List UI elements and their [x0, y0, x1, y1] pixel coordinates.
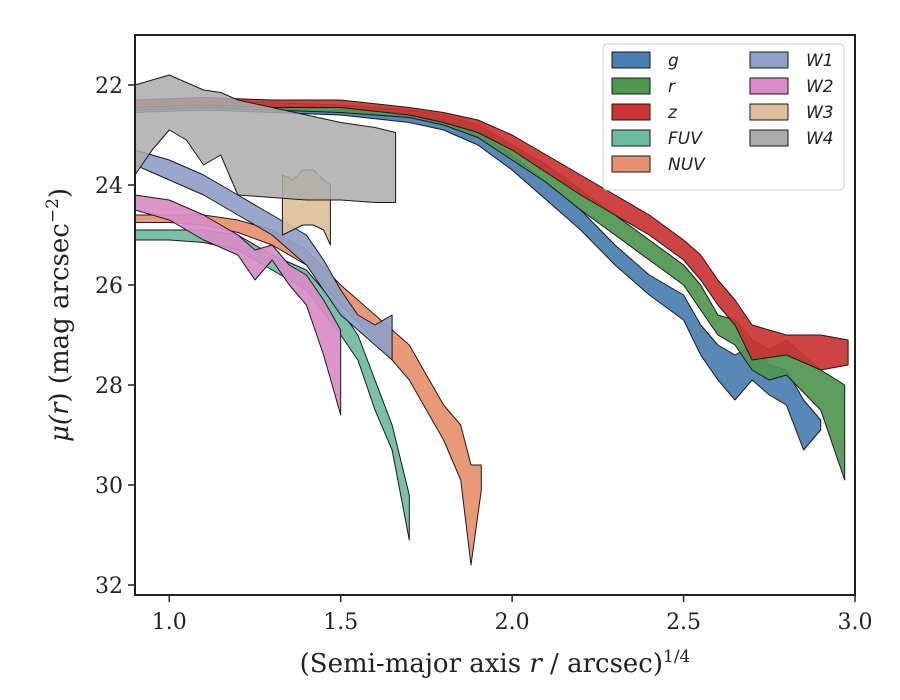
legend-swatch-fuv: [611, 129, 651, 147]
legend-label-w1: W1: [806, 51, 834, 71]
band-w1: [134, 149, 393, 361]
band-z: [134, 97, 849, 371]
legend-label-g: g: [668, 51, 679, 71]
legend-label-fuv: FUV: [668, 129, 703, 149]
y-tick-label: 22: [95, 74, 123, 99]
legend-swatch-g: [611, 51, 651, 69]
legend-swatch-r: [611, 77, 651, 95]
legend: grz FUV NUV W1 W2 W3 W4: [602, 43, 845, 191]
legend-label-z: z: [667, 103, 678, 123]
legend-label-r: r: [668, 77, 676, 97]
x-tick-label: 2.5: [666, 610, 701, 635]
legend-swatch-w3: [749, 103, 789, 121]
x-tick-label: 3.0: [838, 610, 873, 635]
legend-swatch-w1: [749, 51, 789, 69]
band-w4: [134, 74, 397, 203]
legend-swatch-w2: [749, 77, 789, 95]
y-tick-label: 30: [95, 474, 123, 499]
legend-label-nuv: NUV: [668, 155, 706, 175]
series-layer: [134, 74, 849, 566]
legend-swatch-w4: [749, 129, 789, 147]
legend-swatch-z: [611, 103, 651, 121]
ticks-layer: 1.0 1.5 2.0 2.5 3.0 22 24 26 28 30 32: [95, 74, 873, 635]
band-w2: [134, 194, 342, 416]
legend-label-w2: W2: [806, 77, 834, 97]
y-axis-label: μ(r) (mag arcsec−2): [43, 188, 75, 442]
legend-label-w4: W4: [806, 129, 834, 149]
y-tick-label: 24: [95, 174, 123, 199]
x-tick-label: 1.0: [152, 610, 187, 635]
y-tick-label: 32: [95, 574, 123, 599]
legend-label-w3: W3: [806, 103, 834, 123]
y-tick-label: 28: [95, 374, 123, 399]
legend-swatch-nuv: [611, 155, 651, 173]
x-tick-label: 1.5: [323, 610, 358, 635]
y-tick-label: 26: [95, 274, 123, 299]
x-tick-label: 2.0: [495, 610, 530, 635]
plot-frame: [134, 34, 856, 596]
x-axis-label: (Semi-major axis r / arcsec)1/4: [300, 647, 691, 679]
